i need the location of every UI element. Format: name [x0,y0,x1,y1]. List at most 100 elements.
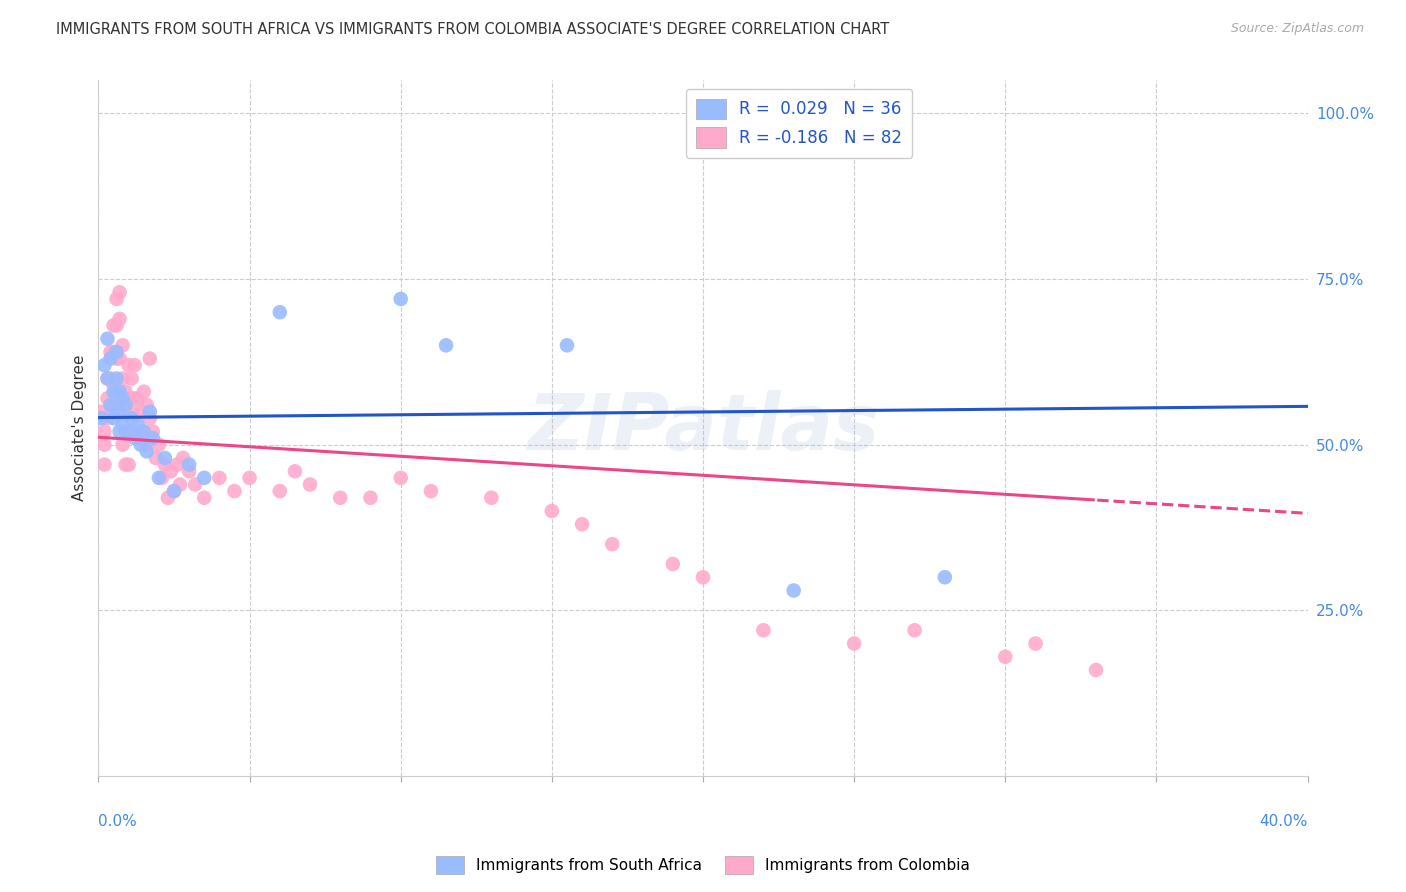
Text: 40.0%: 40.0% [1260,814,1308,830]
Point [299,477,322,491]
Point [284,464,307,478]
Point [127,417,149,432]
Point [103,411,125,425]
Point [153,458,176,472]
Text: IMMIGRANTS FROM SOUTH AFRICA VS IMMIGRANTS FROM COLOMBIA ASSOCIATE'S DEGREE CORR: IMMIGRANTS FROM SOUTH AFRICA VS IMMIGRAN… [56,22,890,37]
Point [96,332,118,346]
Point [434,338,457,352]
Point [93,425,115,439]
Point [103,345,125,359]
Point [96,371,118,385]
Point [179,464,201,478]
Point [118,458,141,472]
Point [105,292,128,306]
Point [96,392,118,406]
Point [118,425,141,439]
Point [142,425,165,439]
Point [139,351,162,366]
Point [121,411,143,425]
Point [540,504,562,518]
Point [105,371,128,385]
Point [108,425,131,439]
Point [114,425,136,439]
Point [105,384,128,399]
Point [269,305,291,319]
Point [114,458,136,472]
Point [662,557,685,571]
Point [111,404,134,418]
Point [100,398,122,412]
Point [148,438,170,452]
Point [111,417,134,432]
Point [145,450,167,465]
Point [153,450,176,465]
Point [193,471,215,485]
Point [121,404,143,418]
Point [96,371,118,385]
Point [208,471,231,485]
Point [105,318,128,333]
Text: Source: ZipAtlas.com: Source: ZipAtlas.com [1230,22,1364,36]
Point [783,583,806,598]
Point [160,464,183,478]
Point [108,392,131,406]
Point [360,491,382,505]
Point [100,351,122,366]
Point [132,384,155,399]
Point [108,311,131,326]
Point [481,491,503,505]
Point [127,425,149,439]
Point [124,392,146,406]
Point [142,431,165,445]
Point [135,444,157,458]
Point [420,484,443,499]
Point [93,458,115,472]
Point [118,392,141,406]
Text: ZIPatlas: ZIPatlas [527,390,879,467]
Legend: R =  0.029   N = 36, R = -0.186   N = 82: R = 0.029 N = 36, R = -0.186 N = 82 [686,88,912,158]
Point [111,338,134,352]
Point [904,624,927,638]
Point [90,404,112,418]
Point [103,318,125,333]
Point [602,537,624,551]
Point [124,425,146,439]
Point [156,491,179,505]
Point [224,484,246,499]
Point [108,285,131,300]
Point [179,458,201,472]
Point [111,392,134,406]
Point [692,570,714,584]
Point [103,378,125,392]
Point [163,484,186,499]
Point [129,438,152,452]
Text: 0.0%: 0.0% [98,814,138,830]
Point [105,351,128,366]
Point [389,292,412,306]
Point [124,431,146,445]
Point [139,404,162,418]
Point [389,471,412,485]
Point [1024,636,1046,650]
Point [844,636,866,650]
Point [132,425,155,439]
Point [166,458,188,472]
Point [124,358,146,372]
Point [121,371,143,385]
Point [127,392,149,406]
Point [118,358,141,372]
Point [269,484,291,499]
Point [163,484,186,499]
Point [193,491,215,505]
Point [90,411,112,425]
Point [114,384,136,399]
Point [93,438,115,452]
Point [100,398,122,412]
Point [934,570,956,584]
Point [111,371,134,385]
Point [571,517,593,532]
Point [96,411,118,425]
Point [329,491,352,505]
Point [239,471,262,485]
Point [135,398,157,412]
